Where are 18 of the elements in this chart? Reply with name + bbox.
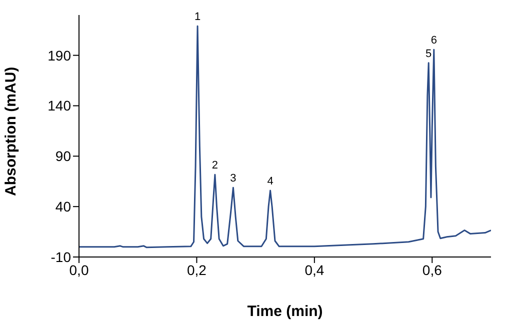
annotation: 3 (230, 172, 236, 185)
annotation: 2 (212, 160, 218, 172)
y-tick-label: 40 (55, 198, 72, 215)
x-tick-label: 0,4 (304, 262, 324, 278)
y-axis-title: Absorption (mAU) (2, 66, 20, 196)
x-tick-label: 0,2 (186, 262, 207, 278)
y-tick-label: 140 (48, 98, 72, 114)
annotation: 4 (267, 176, 274, 188)
annotation: 1 (194, 11, 201, 24)
x-tick-label: 0,0 (69, 262, 89, 278)
annotation: 6 (430, 34, 437, 47)
y-tick-label: 90 (55, 148, 72, 164)
y-tick-label: -10 (50, 248, 72, 265)
line-series (79, 25, 491, 248)
x-tick-label: 0,6 (422, 262, 442, 278)
x-axis-title: Time (min) (247, 303, 323, 320)
annotation: 5 (426, 48, 432, 60)
y-tick-label: 190 (48, 47, 72, 64)
